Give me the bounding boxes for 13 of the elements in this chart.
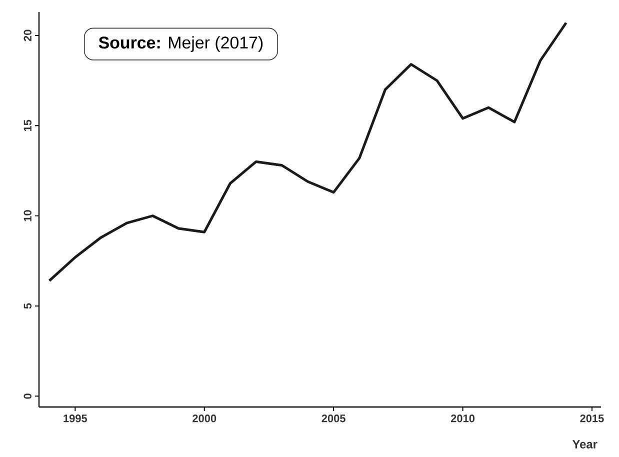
x-tick-label: 1995 (64, 414, 88, 422)
annotation: Source: Mejer (2017) (98, 36, 263, 52)
y-tick-label: 10 (24, 210, 32, 222)
y-tick-label: 20 (24, 30, 32, 42)
x-tick-label: 2005 (322, 414, 346, 422)
x-tick-label: 2000 (192, 414, 216, 422)
x-tick-label: 2015 (580, 414, 604, 422)
x-axis-title: Year (572, 440, 598, 448)
y-tick-label: 15 (24, 120, 32, 132)
y-tick-label: 5 (24, 303, 32, 309)
x-tick-label: 2010 (450, 414, 474, 422)
y-tick-label: 0 (24, 394, 32, 399)
line-series (48, 22, 568, 282)
